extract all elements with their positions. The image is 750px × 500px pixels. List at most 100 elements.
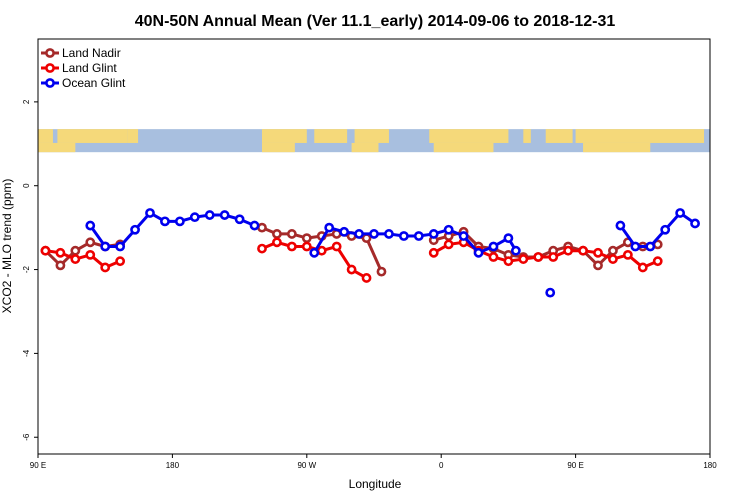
legend-marker — [45, 63, 55, 73]
x-tick-label: 180 — [703, 461, 717, 470]
data-point — [690, 218, 700, 229]
legend-item: Land Nadir — [41, 46, 121, 60]
data-point — [100, 262, 111, 273]
data-point — [503, 256, 514, 267]
data-point — [413, 231, 424, 241]
x-tick-label: 180 — [166, 461, 180, 470]
data-point — [428, 229, 439, 239]
data-point — [443, 224, 454, 235]
map-land — [433, 142, 494, 153]
data-point — [652, 256, 663, 267]
data-point — [85, 237, 96, 248]
data-point — [115, 256, 126, 267]
x-axis-label: Longitude — [349, 477, 402, 491]
data-point — [503, 233, 514, 244]
data-point — [301, 233, 312, 244]
data-point — [563, 245, 574, 256]
legend-marker — [45, 78, 55, 88]
y-axis-label: XCO2 - MLO trend (ppm) — [0, 179, 14, 314]
data-point — [339, 226, 350, 237]
y-axis: -6 -4 -2 0 2 — [22, 99, 38, 441]
data-point — [608, 245, 618, 256]
data-point — [130, 224, 140, 235]
series-line — [433, 230, 658, 267]
map-land — [354, 129, 389, 143]
map-land — [351, 142, 379, 153]
data-point — [545, 287, 556, 298]
data-point — [189, 212, 200, 223]
data-point — [257, 222, 267, 233]
data-point — [219, 210, 230, 220]
data-point — [645, 241, 656, 252]
chart-title: 40N-50N Annual Mean (Ver 11.1_early) 201… — [135, 13, 616, 30]
data-point — [309, 247, 320, 258]
data-point — [55, 247, 66, 258]
data-point — [622, 249, 633, 260]
x-tick-label: 0 — [439, 461, 444, 470]
data-point — [637, 262, 648, 273]
data-point — [608, 254, 618, 264]
data-point — [160, 216, 170, 227]
data-point — [324, 222, 335, 233]
data-point — [234, 214, 245, 225]
data-point — [100, 241, 111, 252]
data-point — [55, 260, 66, 271]
data-point — [473, 247, 484, 258]
map-land — [523, 129, 531, 143]
map-land — [262, 129, 307, 143]
data-point — [257, 243, 267, 254]
map-land — [57, 129, 128, 143]
data-point — [518, 254, 529, 264]
data-point — [660, 224, 671, 235]
y-tick-label: -2 — [22, 265, 31, 273]
data-point — [331, 241, 342, 252]
legend-item: Land Glint — [41, 61, 117, 75]
data-point — [376, 266, 387, 277]
data-point — [533, 252, 544, 262]
series-ocean-glint — [85, 208, 700, 298]
legend-label: Land Glint — [62, 61, 117, 75]
series-line — [89, 211, 256, 248]
x-axis: 90 E 180 90 W 0 90 E 180 — [30, 454, 717, 470]
data-point — [174, 216, 185, 227]
data-point — [204, 210, 215, 220]
data-point — [615, 220, 626, 231]
map-strip — [38, 129, 710, 153]
y-tick-label: -4 — [22, 349, 31, 357]
map-land — [262, 142, 295, 153]
map-land — [127, 129, 139, 143]
map-land — [575, 129, 705, 143]
map-land — [429, 129, 509, 143]
map-land — [38, 142, 76, 153]
map-land — [38, 129, 53, 143]
data-point — [354, 229, 364, 239]
data-point — [70, 245, 81, 256]
data-point — [145, 208, 155, 218]
y-tick-label: 2 — [22, 99, 31, 104]
data-point — [272, 237, 282, 248]
data-point — [70, 254, 81, 264]
legend-marker — [45, 48, 55, 58]
data-point — [361, 273, 372, 283]
data-point — [301, 241, 312, 252]
data-point — [85, 249, 96, 260]
data-point — [398, 231, 409, 241]
data-point — [488, 241, 499, 252]
data-point — [369, 229, 379, 239]
data-point — [272, 229, 282, 239]
map-land — [314, 129, 348, 143]
data-point — [593, 260, 603, 271]
data-point — [249, 220, 260, 231]
data-point — [578, 245, 588, 256]
plot-frame — [37, 38, 711, 455]
x-tick-label: 90 W — [297, 461, 316, 470]
map-land — [545, 129, 573, 143]
map-land — [583, 142, 651, 153]
series-layer — [40, 208, 700, 298]
data-point — [115, 241, 126, 252]
data-point — [346, 264, 357, 275]
data-point — [488, 252, 499, 262]
y-tick-label: -6 — [22, 433, 31, 441]
